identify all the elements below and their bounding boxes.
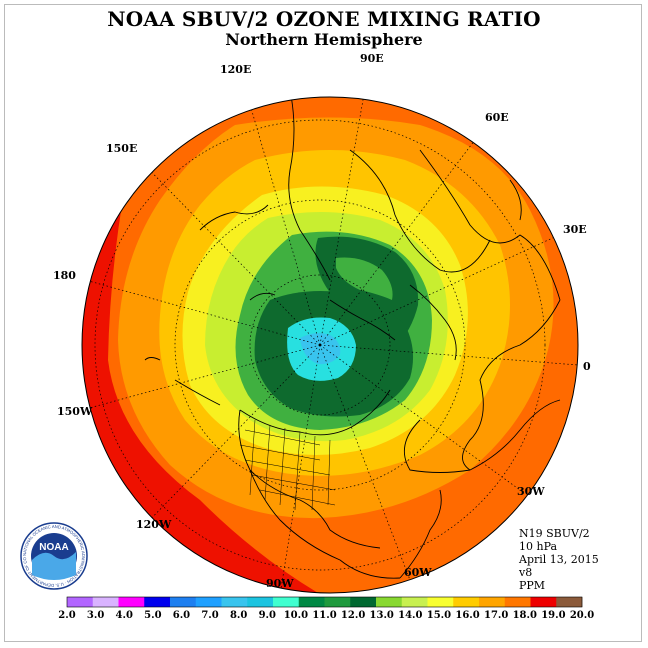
info-date: April 13, 2015 bbox=[519, 553, 599, 566]
level-9-core bbox=[300, 333, 341, 365]
colorbar-swatch bbox=[376, 597, 403, 607]
colorbar-tick-label: 4.0 bbox=[116, 610, 133, 621]
colorbar-swatch bbox=[504, 597, 531, 607]
colorbar-tick-label: 3.0 bbox=[87, 610, 104, 621]
colorbar-swatch bbox=[556, 597, 583, 607]
colorbar-swatch bbox=[247, 597, 274, 607]
colorbar-tick-label: 10.0 bbox=[284, 610, 308, 621]
colorbar-tick-label: 18.0 bbox=[513, 610, 537, 621]
noaa-logo: NOAA NATIONAL OCEANIC AND ATMOSPHERIC AD… bbox=[0, 0, 88, 590]
colorbar-tick-label: 20.0 bbox=[570, 610, 594, 621]
colorbar-tick-label: 12.0 bbox=[341, 610, 365, 621]
colorbar-tick-label: 17.0 bbox=[484, 610, 508, 621]
map-subtitle: Northern Hemisphere bbox=[225, 30, 423, 49]
colorbar-swatch bbox=[530, 597, 557, 607]
us-states-grid bbox=[239, 419, 336, 511]
info-block: N19 SBUV/2 10 hPa April 13, 2015 v8 PPM bbox=[519, 527, 599, 592]
colorbar-swatch bbox=[118, 597, 145, 607]
map-border bbox=[81, 96, 579, 594]
colorbar-tick-label: 15.0 bbox=[427, 610, 451, 621]
colorbar-tick-label: 9.0 bbox=[259, 610, 276, 621]
lon-label-60w: 60W bbox=[404, 566, 432, 579]
info-units: PPM bbox=[519, 579, 546, 592]
colorbar-tick-label: 13.0 bbox=[370, 610, 394, 621]
colorbar-swatch bbox=[67, 597, 94, 607]
graticule bbox=[82, 97, 578, 593]
colorbar-tick-label: 14.0 bbox=[398, 610, 422, 621]
lon-label-120e: 120E bbox=[220, 63, 251, 76]
colorbar-swatch bbox=[144, 597, 171, 607]
lon-label-150e: 150E bbox=[106, 142, 137, 155]
lon-label-30e: 30E bbox=[563, 223, 587, 236]
info-satellite: N19 SBUV/2 bbox=[519, 527, 590, 540]
colorbar-swatch bbox=[195, 597, 222, 607]
colorbar-tick-label: 7.0 bbox=[201, 610, 218, 621]
coastlines bbox=[144, 97, 561, 579]
colorbar-swatch bbox=[427, 597, 454, 607]
colorbar-tick-label: 11.0 bbox=[312, 610, 336, 621]
info-version: v8 bbox=[519, 566, 533, 579]
colorbar-swatch bbox=[350, 597, 377, 607]
colorbar-swatch bbox=[170, 597, 197, 607]
lon-label-60e: 60E bbox=[485, 111, 509, 124]
colorbar-tick-label: 2.0 bbox=[58, 610, 75, 621]
colorbar-swatch bbox=[324, 597, 351, 607]
lon-label-30w: 30W bbox=[517, 485, 545, 498]
lon-label-90w: 90W bbox=[266, 577, 294, 590]
colorbar-swatch bbox=[92, 597, 119, 607]
figure-frame bbox=[4, 4, 642, 642]
colorbar-swatch bbox=[273, 597, 300, 607]
logo-ring-text: NATIONAL OCEANIC AND ATMOSPHERIC ADMINIS… bbox=[0, 0, 86, 588]
colorbar-swatch bbox=[479, 597, 506, 607]
colorbar-swatch bbox=[453, 597, 480, 607]
colorbar: 2.0 3.0 4.0 5.0 6.0 7.0 8.0 9.0 10.0 11.0 12.0 13.0… bbox=[58, 596, 594, 621]
colorbar-swatch bbox=[221, 597, 248, 607]
ozone-field bbox=[82, 97, 578, 593]
lon-label-150w: 150W bbox=[57, 405, 93, 418]
colorbar-border bbox=[66, 596, 583, 608]
info-level: 10 hPa bbox=[519, 540, 558, 553]
lon-label-180: 180 bbox=[53, 269, 76, 282]
lon-label-90e: 90E bbox=[360, 52, 384, 65]
logo-text: NOAA bbox=[39, 542, 68, 553]
map-title: NOAA SBUV/2 OZONE MIXING RATIO bbox=[107, 7, 541, 31]
colorbar-tick-label: 6.0 bbox=[173, 610, 190, 621]
level-19 bbox=[82, 130, 330, 593]
colorbar-tick-label: 16.0 bbox=[455, 610, 479, 621]
colorbar-tick-label: 19.0 bbox=[541, 610, 565, 621]
lon-label-0: 0 bbox=[583, 360, 591, 373]
colorbar-swatch bbox=[401, 597, 428, 607]
lon-label-120w: 120W bbox=[136, 518, 172, 531]
colorbar-tick-label: 8.0 bbox=[230, 610, 247, 621]
colorbar-tick-label: 5.0 bbox=[144, 610, 161, 621]
colorbar-swatch bbox=[298, 597, 325, 607]
